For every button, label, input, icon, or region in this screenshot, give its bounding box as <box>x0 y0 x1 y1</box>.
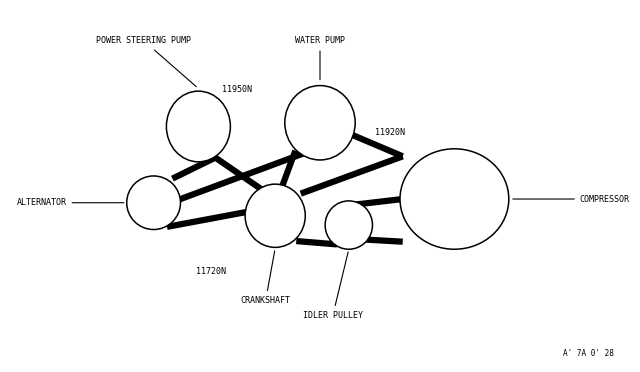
Text: COMPRESSOR: COMPRESSOR <box>513 195 630 203</box>
Text: 11950N: 11950N <box>222 85 252 94</box>
Ellipse shape <box>285 86 355 160</box>
Text: IDLER PULLEY: IDLER PULLEY <box>303 252 363 320</box>
Text: POWER STEERING PUMP: POWER STEERING PUMP <box>97 36 196 87</box>
Ellipse shape <box>245 184 305 247</box>
Ellipse shape <box>127 176 180 230</box>
Text: ALTERNATOR: ALTERNATOR <box>17 198 124 207</box>
Ellipse shape <box>325 201 372 249</box>
Text: CRANKSHAFT: CRANKSHAFT <box>241 251 291 305</box>
Text: 11920N: 11920N <box>376 128 405 137</box>
Text: WATER PUMP: WATER PUMP <box>295 36 345 80</box>
Ellipse shape <box>166 91 230 162</box>
Text: 11720N: 11720N <box>196 267 226 276</box>
Ellipse shape <box>400 149 509 249</box>
Text: A' 7A 0' 28: A' 7A 0' 28 <box>563 349 614 358</box>
